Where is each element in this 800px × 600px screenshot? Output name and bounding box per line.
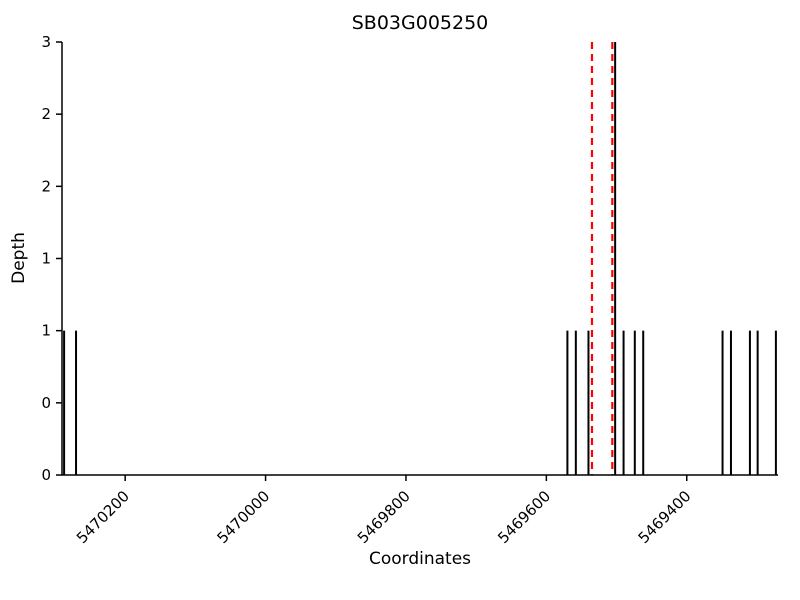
y-tick-label: 3 [41,33,51,51]
y-tick-label: 1 [41,250,51,268]
y-tick-label: 0 [41,394,51,412]
x-tick-label: 5469600 [494,487,554,547]
x-tick-label: 5470000 [213,487,273,547]
x-tick-label: 5469400 [635,487,695,547]
y-tick-label: 1 [41,322,51,340]
y-tick-label: 2 [41,105,51,123]
y-tick-label: 0 [41,466,51,484]
y-tick-label: 2 [41,177,51,195]
x-tick-label: 5469800 [354,487,414,547]
chart-title: SB03G005250 [351,12,489,34]
x-axis-label: Coordinates [368,549,472,569]
x-tick-label: 5470200 [73,487,133,547]
